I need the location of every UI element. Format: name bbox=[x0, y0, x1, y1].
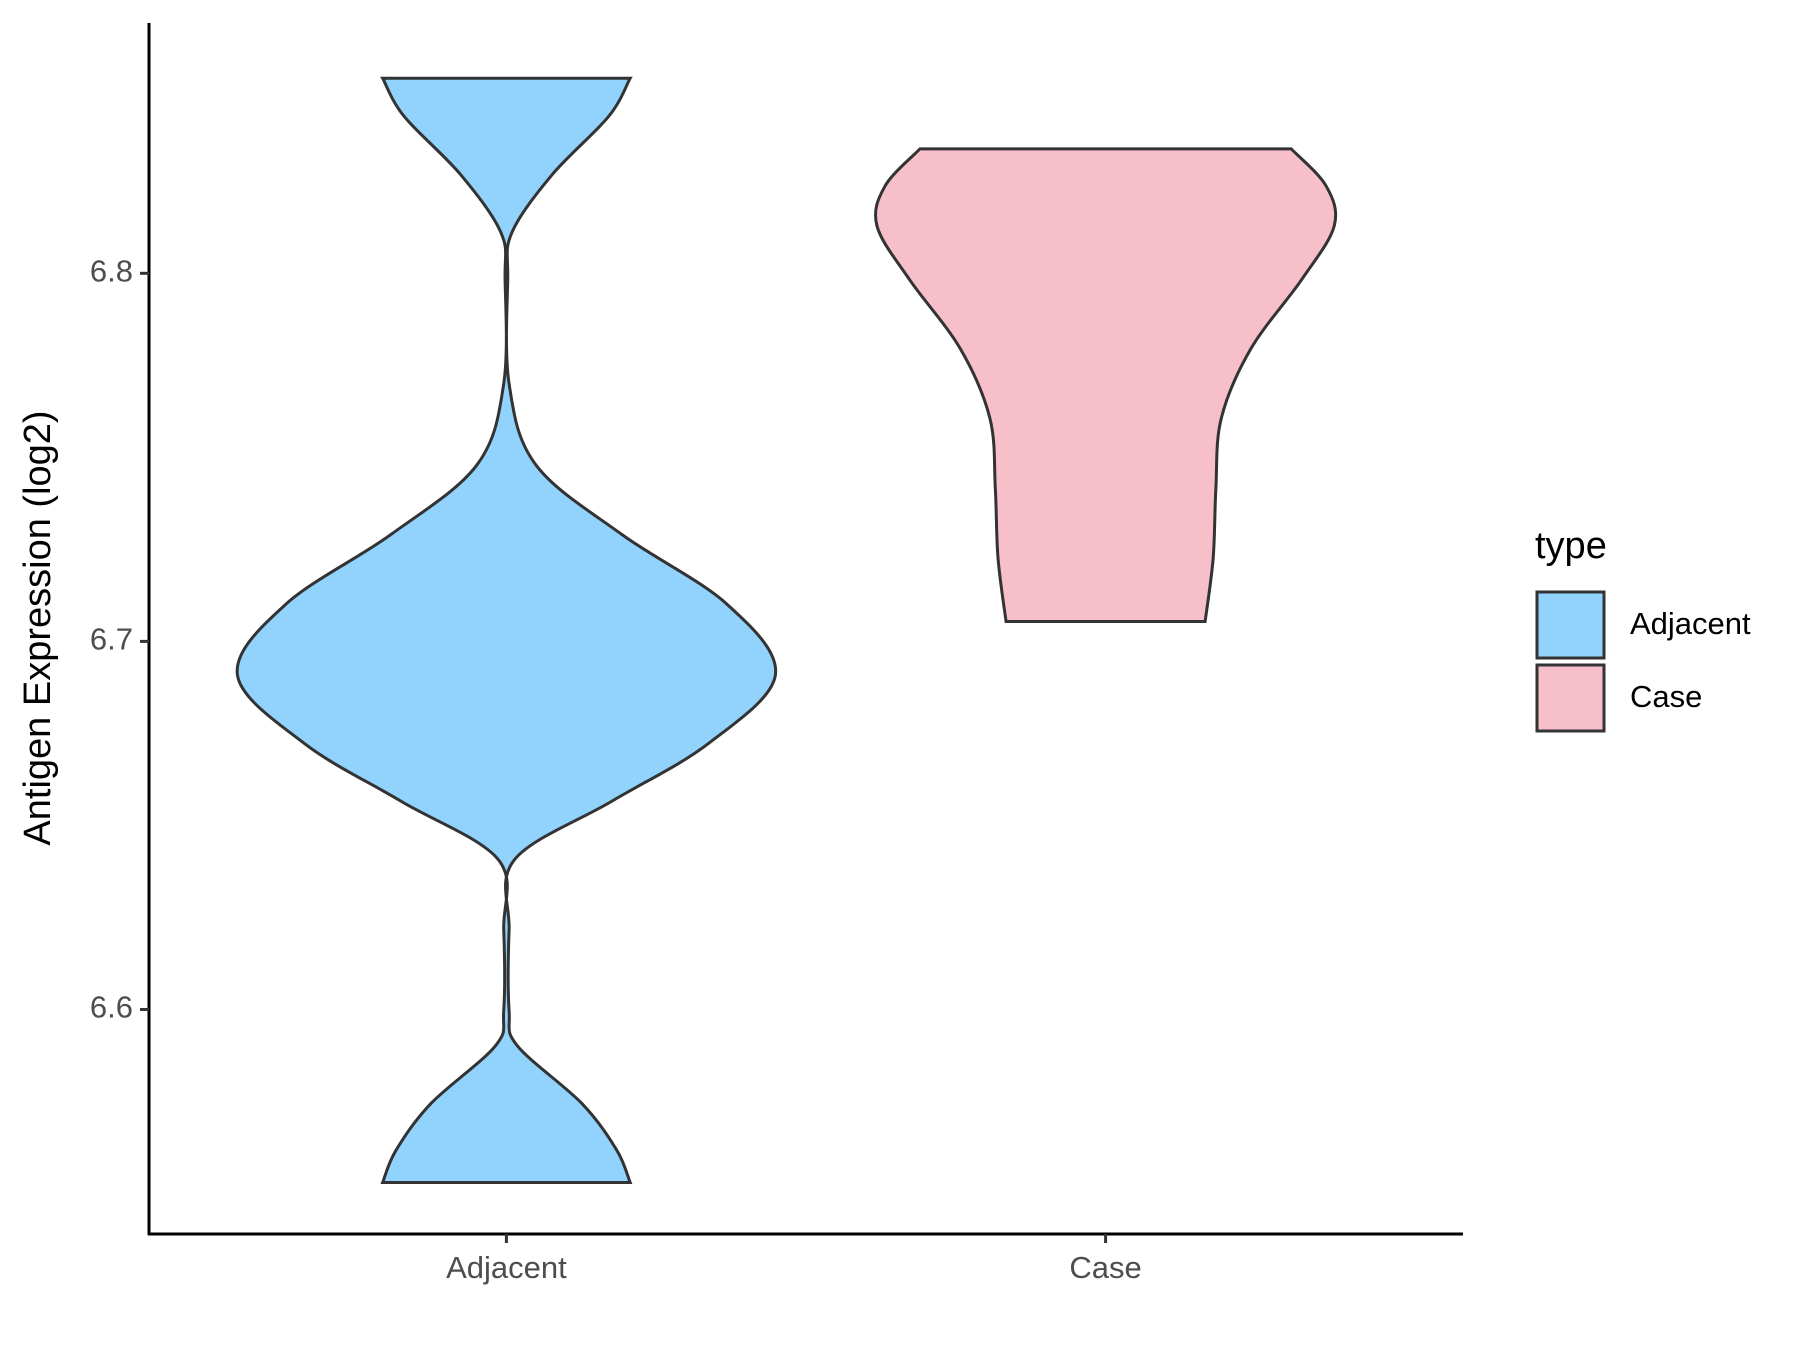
legend-label: Adjacent bbox=[1630, 606, 1751, 641]
x-tick-label: Adjacent bbox=[446, 1250, 567, 1285]
legend-swatch bbox=[1535, 590, 1606, 660]
y-tick-label: 6.7 bbox=[90, 622, 133, 657]
y-tick-label: 6.8 bbox=[90, 253, 133, 288]
legend-swatch bbox=[1535, 663, 1606, 733]
violin bbox=[235, 76, 778, 1184]
x-tick-label: Case bbox=[1069, 1250, 1141, 1285]
y-axis-title: Antigen Expression (log2) bbox=[17, 410, 59, 845]
legend-title: type bbox=[1535, 525, 1607, 567]
y-tick-label: 6.6 bbox=[90, 990, 133, 1025]
violin bbox=[873, 147, 1338, 624]
legend-label: Case bbox=[1630, 679, 1702, 714]
